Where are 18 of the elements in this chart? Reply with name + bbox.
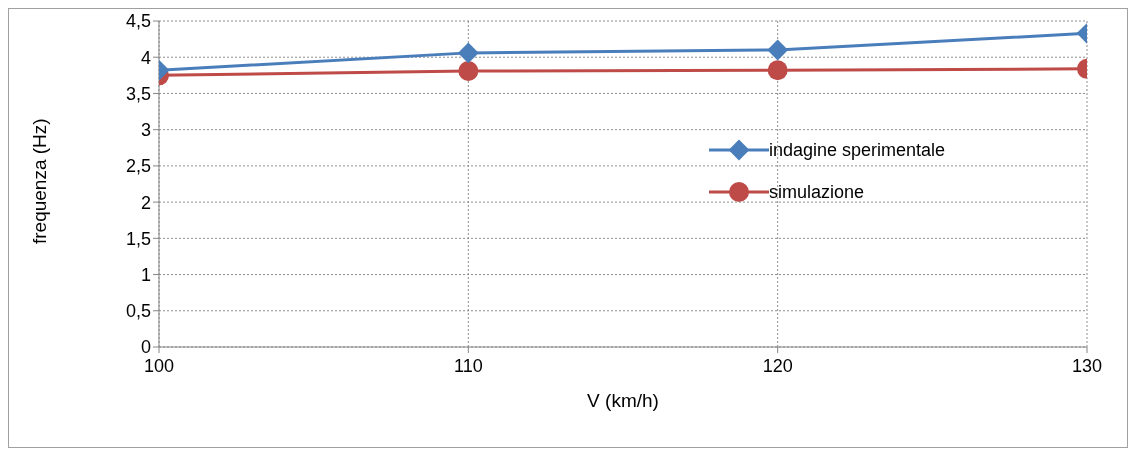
y-tick-label: 3 [140, 120, 151, 141]
y-tick-label: 2,5 [125, 156, 151, 177]
x-axis-title: V (km/h) [587, 390, 659, 411]
y-tick-label: 4 [140, 47, 151, 68]
x-tick-label: 110 [453, 355, 483, 376]
y-tick-label: 3,5 [125, 83, 151, 104]
y-tick-label: 0,5 [125, 301, 151, 322]
x-tick-label: 130 [1071, 355, 1103, 376]
x-tick-label: 100 [143, 355, 175, 376]
y-tick-label: 1 [140, 264, 151, 285]
y-tick-label: 2 [140, 192, 151, 213]
y-tick-label: 1,5 [125, 228, 151, 249]
y-tick-label: 4,5 [125, 11, 151, 32]
legend-label: indagine sperimentale [769, 139, 946, 161]
legend-label: simulazione [769, 181, 865, 203]
x-tick-label: 120 [762, 355, 793, 376]
y-axis-title: frequenza (Hz) [28, 118, 50, 244]
y-tick-label: 0 [140, 337, 151, 358]
